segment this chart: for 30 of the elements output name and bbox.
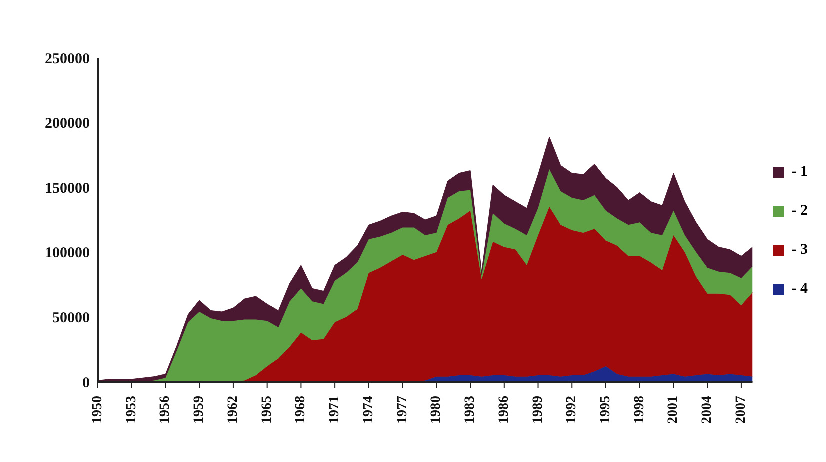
x-tick-label: 1971 [328, 396, 343, 424]
x-tick-label: 1977 [395, 396, 410, 424]
y-tick-label: 150000 [45, 180, 90, 197]
x-tick-label: 1956 [158, 396, 174, 424]
x-tick-label: 1959 [192, 396, 208, 424]
x-tick-label: 1995 [598, 396, 614, 424]
x-tick-label: 1983 [463, 396, 478, 424]
legend-label: - 3 [792, 242, 808, 259]
x-tick-label: 1989 [530, 396, 546, 424]
x-tick-label: 2004 [700, 396, 716, 424]
x-tick-label: 1965 [260, 396, 275, 424]
y-tick-label: 250000 [45, 51, 90, 68]
x-tick-label: 1953 [124, 396, 140, 424]
x-tick-label: 1980 [429, 396, 444, 424]
x-tick-label: 1968 [294, 396, 309, 424]
x-tick-label: 1992 [564, 396, 580, 424]
x-tick-label: 2007 [734, 396, 749, 424]
y-tick-label: 0 [82, 375, 90, 392]
y-tick-label: 200000 [45, 116, 90, 132]
legend-label: - 1 [792, 164, 808, 181]
x-tick-label: 1998 [632, 396, 648, 424]
x-tick-label: 1962 [226, 396, 241, 424]
y-tick-label: 100000 [45, 246, 90, 262]
x-tick-label: 1986 [496, 396, 512, 424]
y-tick-label: 50000 [52, 310, 90, 327]
legend-label: - 2 [792, 203, 808, 220]
legend-label: - 4 [792, 281, 808, 298]
x-tick-label: 1974 [361, 396, 376, 424]
x-tick-label: 1950 [90, 396, 106, 424]
x-tick-label: 2001 [666, 396, 682, 424]
